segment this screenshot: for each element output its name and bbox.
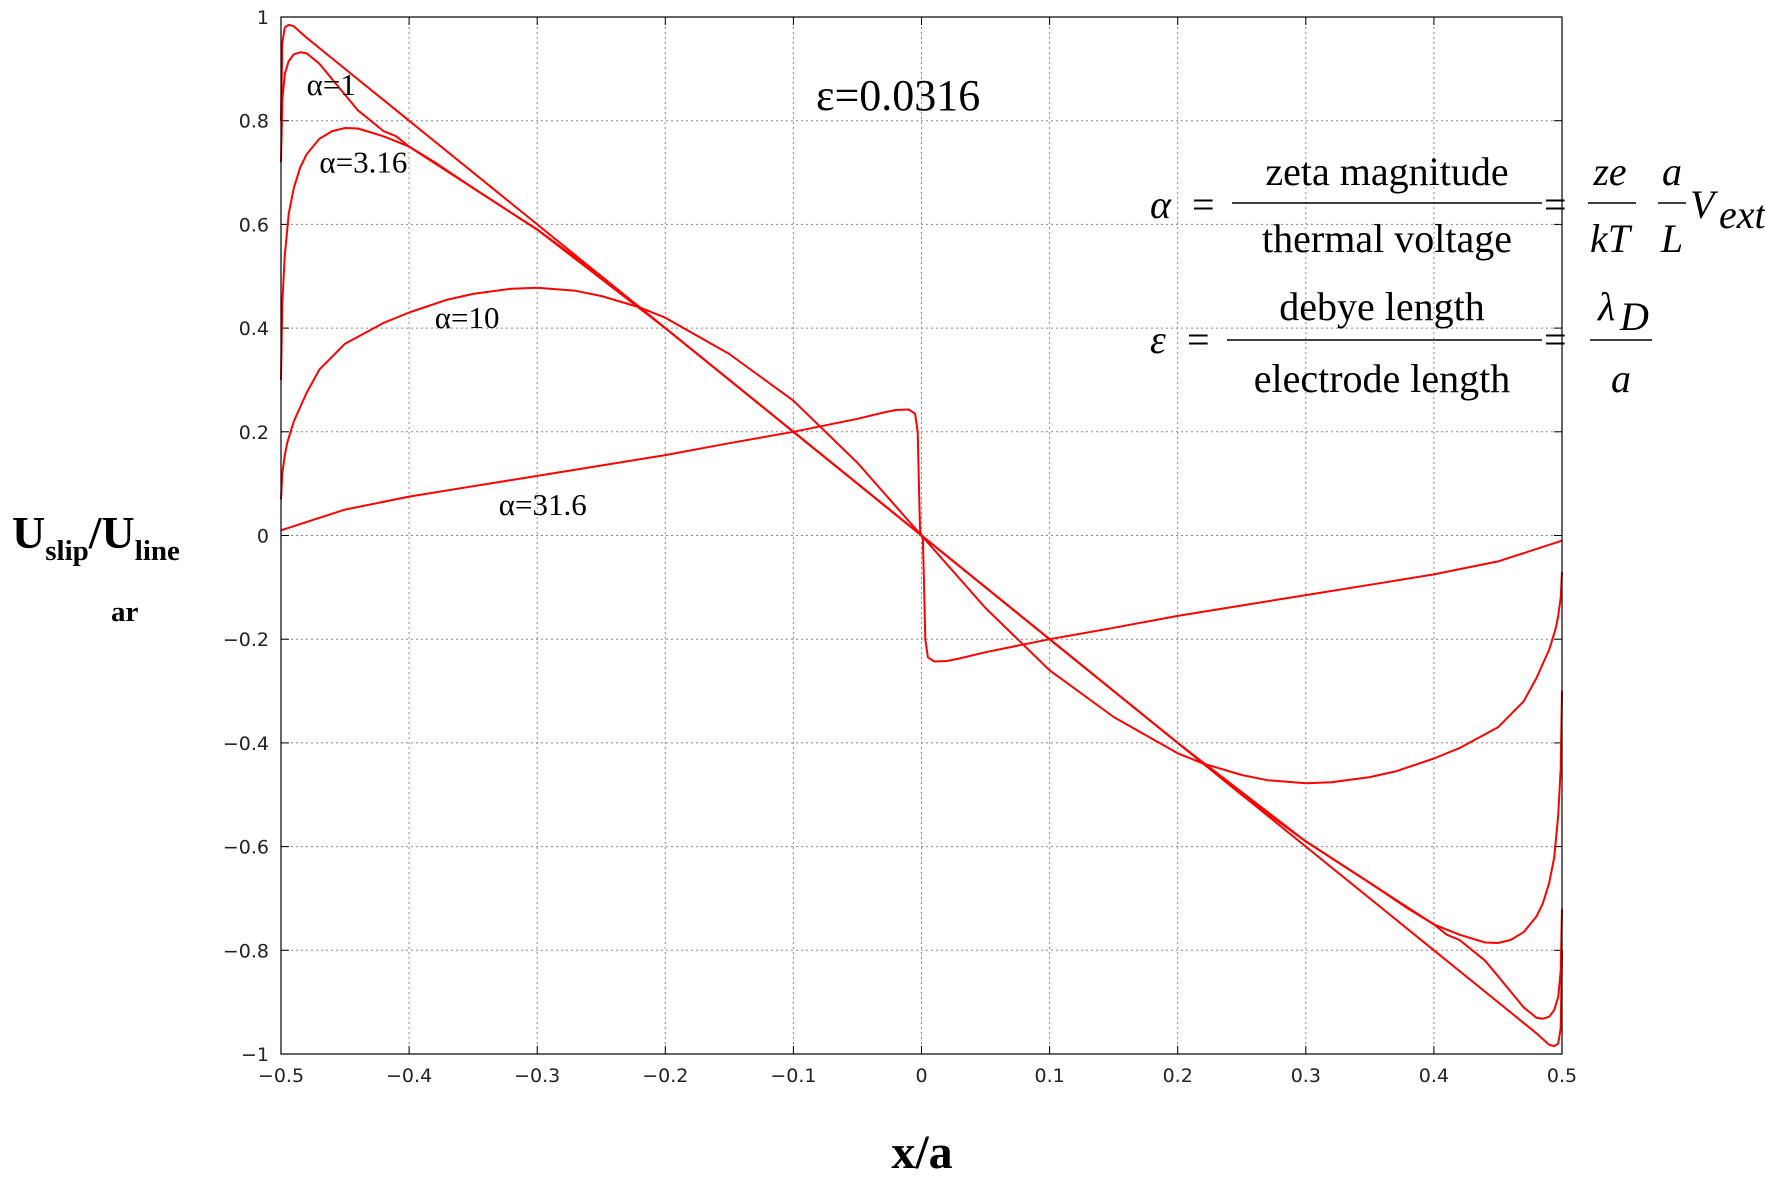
eq2-denominator: electrode length bbox=[1254, 356, 1511, 401]
series-line-4 bbox=[280, 408, 1563, 663]
eq2-a: a bbox=[1611, 356, 1631, 401]
y-label-sub-slip: slip bbox=[45, 535, 89, 567]
eq2-lambda-sub: D bbox=[1619, 294, 1649, 339]
y-tick-label: −0.2 bbox=[223, 629, 269, 651]
series-labels: α=1 α=3.16 α=10 α=31.6 bbox=[307, 67, 587, 522]
x-axis-label: x/a bbox=[891, 1126, 952, 1178]
series-group bbox=[280, 23, 1563, 1048]
x-tick-label: −0.3 bbox=[514, 1065, 560, 1087]
eq1-denominator: thermal voltage bbox=[1262, 216, 1512, 261]
x-tick-label: 0.5 bbox=[1547, 1065, 1577, 1087]
x-tick-label: 0.4 bbox=[1419, 1065, 1449, 1087]
eq1-equals-2: = bbox=[1544, 182, 1567, 227]
eq1-lhs: α bbox=[1150, 182, 1172, 227]
eq2-equals-1: = bbox=[1187, 317, 1210, 362]
eq2-lhs: ε bbox=[1150, 317, 1166, 362]
series-label-2: α=10 bbox=[435, 300, 500, 335]
series-label-0: α=1 bbox=[307, 67, 356, 102]
y-tick-label: 0.2 bbox=[239, 422, 269, 444]
y-tick-label: 1 bbox=[257, 7, 269, 29]
epsilon-annotation: ε=0.0316 bbox=[816, 71, 980, 120]
eq1-l: L bbox=[1660, 216, 1683, 261]
x-tick-label: −0.1 bbox=[770, 1065, 816, 1087]
y-label-main: U bbox=[12, 507, 45, 558]
y-tick-label: −0.8 bbox=[223, 940, 269, 962]
epsilon-equation: ε = debye length electrode length = λ D … bbox=[1150, 284, 1652, 401]
eq1-v-sub: ext bbox=[1719, 192, 1765, 237]
series-label-1: α=3.16 bbox=[319, 145, 407, 180]
y-tick-label: −0.6 bbox=[223, 837, 269, 859]
eq1-numerator: zeta magnitude bbox=[1265, 149, 1508, 194]
eq2-lambda: λ bbox=[1597, 284, 1615, 329]
tick-labels: −0.5 −0.4 −0.3 −0.2 −0.1 0 0.1 0.2 0.3 0.4 0.5 −1 −0… bbox=[223, 7, 1577, 1087]
x-tick-label: −0.2 bbox=[642, 1065, 688, 1087]
eq1-v: V bbox=[1690, 182, 1719, 227]
y-tick-label: 0.6 bbox=[239, 214, 269, 236]
eq1-kt: kT bbox=[1590, 216, 1633, 261]
x-tick-label: 0 bbox=[915, 1065, 927, 1087]
eq1-equals-1: = bbox=[1192, 182, 1215, 227]
y-tick-label: −0.4 bbox=[223, 733, 269, 755]
plot-frame bbox=[280, 16, 1563, 1055]
series-label-3: α=31.6 bbox=[499, 487, 587, 522]
x-tick-label: −0.5 bbox=[258, 1065, 304, 1087]
eq2-numerator: debye length bbox=[1279, 284, 1485, 329]
x-tick-label: −0.4 bbox=[386, 1065, 432, 1087]
x-tick-label: 0.2 bbox=[1163, 1065, 1193, 1087]
eq1-a: a bbox=[1662, 149, 1682, 194]
eq1-ze: ze bbox=[1592, 149, 1626, 194]
y-tick-label: 0.4 bbox=[239, 318, 269, 340]
alpha-equation: α = zeta magnitude thermal voltage = ze … bbox=[1150, 149, 1765, 261]
y-axis-label: Uslip/Uline bbox=[12, 507, 180, 567]
y-label-separator: /U bbox=[88, 507, 135, 558]
y-tick-label: 0.8 bbox=[239, 111, 269, 133]
eq2-equals-2: = bbox=[1544, 317, 1567, 362]
y-tick-label: 0 bbox=[257, 526, 269, 548]
x-tick-label: 0.1 bbox=[1034, 1065, 1064, 1087]
y-label-sub-line: line bbox=[135, 535, 180, 567]
x-tick-label: 0.3 bbox=[1291, 1065, 1321, 1087]
y-tick-label: −1 bbox=[241, 1044, 269, 1066]
y-label-sub-ar: ar bbox=[111, 596, 139, 628]
